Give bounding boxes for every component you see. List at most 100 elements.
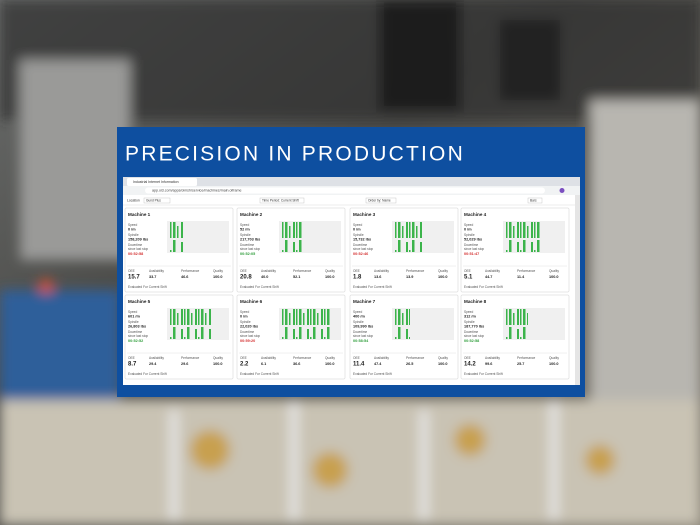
performance-label: Performance <box>406 356 424 360</box>
downtime-value: 00:51:47 <box>464 252 479 256</box>
quality-value: 100.0 <box>325 275 335 279</box>
speed-value: 400 /m <box>353 315 365 319</box>
availability-label: Availability <box>485 356 500 360</box>
view: Bars <box>530 198 537 202</box>
performance-value: 13.9 <box>406 275 413 279</box>
availability-label: Availability <box>261 269 276 273</box>
tab-title: Industrial Internet Information <box>133 180 179 184</box>
quality-label: Quality <box>549 356 559 360</box>
performance-value: 52.1 <box>293 275 300 279</box>
since-label: since last stop <box>464 334 484 338</box>
availability-label: Availability <box>374 269 389 273</box>
oee-label: OEE <box>353 356 360 360</box>
quality-label: Quality <box>438 356 448 360</box>
oee-value: 8.7 <box>128 362 137 368</box>
time-period: Time Period: Current Shift <box>262 198 299 202</box>
address-bar[interactable] <box>145 187 545 194</box>
spindle-label: Spindle <box>240 320 251 324</box>
speed-label: Speed <box>240 310 249 314</box>
chart-bars <box>505 309 528 339</box>
quality-label: Quality <box>438 269 448 273</box>
downtime-label: Downtime <box>128 243 142 247</box>
spindle-value: 15,732 lbs <box>353 238 371 242</box>
performance-value: 25.7 <box>517 362 524 366</box>
oee-label: OEE <box>464 269 471 273</box>
quality-label: Quality <box>213 269 223 273</box>
chart-bars <box>169 309 211 339</box>
speed-label: Speed <box>464 223 473 227</box>
availability-value: 44.7 <box>485 275 492 279</box>
quality-label: Quality <box>549 269 559 273</box>
quality-value: 100.0 <box>438 362 448 366</box>
since-label: since last stop <box>128 334 148 338</box>
availability-value: 99.6 <box>485 362 492 366</box>
speed-value: 0 /m <box>353 228 361 232</box>
oee-value: 2.2 <box>240 362 249 368</box>
speed-value: 0 /m <box>128 228 136 232</box>
speed-value: 312 /m <box>464 315 476 319</box>
performance-label: Performance <box>181 269 199 273</box>
availability-label: Availability <box>261 356 276 360</box>
downtime-label: Downtime <box>464 330 478 334</box>
machine-name: Machine 7 <box>353 299 376 304</box>
spindle-value: 187,770 lbs <box>464 325 484 329</box>
availability-label: Availability <box>149 356 164 360</box>
machine-name: Machine 6 <box>240 299 263 304</box>
time-period-select[interactable] <box>259 197 305 204</box>
evaluated-note: Evaluated For Current Shift <box>353 285 392 289</box>
spindle-value: 26,803 lbs <box>128 325 146 329</box>
spindle-value: 158,209 lbs <box>128 238 148 242</box>
profile-icon[interactable] <box>559 188 565 193</box>
evaluated-note: Evaluated For Current Shift <box>464 285 503 289</box>
machine-name: Machine 3 <box>353 212 376 217</box>
location-select[interactable] <box>143 197 171 204</box>
oee-value: 1.8 <box>353 275 362 281</box>
machine-name: Machine 4 <box>464 212 487 217</box>
downtime-label: Downtime <box>128 330 142 334</box>
oee-value: 15.7 <box>128 275 140 281</box>
performance-label: Performance <box>517 356 535 360</box>
machine-name: Machine 8 <box>464 299 487 304</box>
spindle-label: Spindle <box>353 320 364 324</box>
since-label: since last stop <box>240 334 260 338</box>
quality-value: 100.0 <box>213 362 223 366</box>
tab-strip <box>123 177 580 186</box>
speed-label: Speed <box>240 223 249 227</box>
order-select[interactable] <box>365 197 397 204</box>
scrollbar <box>575 195 580 385</box>
availability-label: Availability <box>374 356 389 360</box>
spindle-label: Spindle <box>128 320 139 324</box>
spindle-value: 22,020 lbs <box>240 325 258 329</box>
quality-value: 100.0 <box>213 275 223 279</box>
performance-label: Performance <box>181 356 199 360</box>
spindle-label: Spindle <box>128 233 139 237</box>
speed-label: Speed <box>128 223 137 227</box>
performance-value: 46.6 <box>181 275 188 279</box>
performance-label: Performance <box>517 269 535 273</box>
since-label: since last stop <box>128 247 148 251</box>
availability-label: Availability <box>149 269 164 273</box>
tab[interactable] <box>127 178 197 186</box>
chart-bars <box>169 222 183 252</box>
since-label: since last stop <box>464 247 484 251</box>
downtime-value: 00:52:58 <box>128 252 143 256</box>
quality-value: 100.0 <box>549 362 559 366</box>
speed-label: Speed <box>128 310 137 314</box>
view-select[interactable] <box>527 197 543 204</box>
availability-value: 6.1 <box>261 362 266 366</box>
chart-bars <box>505 222 540 252</box>
speed-value: 0 /m <box>240 315 248 319</box>
spindle-value: 109,990 lbs <box>353 325 373 329</box>
chart-bars <box>394 222 422 252</box>
performance-value: 11.4 <box>517 275 525 279</box>
quality-value: 100.0 <box>438 275 448 279</box>
downtime-label: Downtime <box>464 243 478 247</box>
